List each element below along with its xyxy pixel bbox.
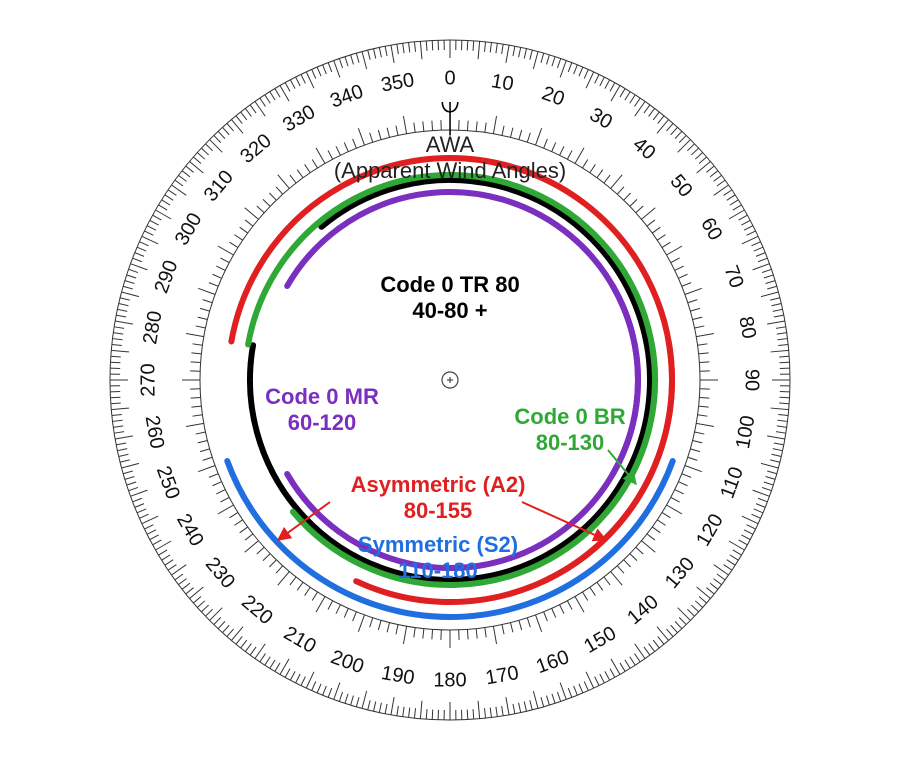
label-sym-l1: Symmetric (S2): [358, 532, 518, 557]
protractor-deg-50: 50: [666, 170, 697, 201]
protractor-deg-260: 260: [141, 414, 168, 451]
title-line1: AWA: [426, 132, 475, 157]
protractor-deg-10: 10: [490, 70, 516, 96]
protractor-deg-150: 150: [580, 622, 620, 658]
protractor-deg-30: 30: [586, 104, 616, 134]
protractor-deg-240: 240: [172, 510, 208, 550]
label-asym-l1: Asymmetric (A2): [351, 472, 526, 497]
protractor-deg-310: 310: [200, 166, 238, 206]
title-line2: (Apparent Wind Angles): [334, 158, 566, 183]
protractor-deg-300: 300: [171, 209, 207, 249]
protractor-deg-180: 180: [433, 669, 466, 691]
protractor-deg-170: 170: [484, 662, 521, 689]
protractor-deg-280: 280: [139, 309, 166, 346]
protractor-deg-70: 70: [719, 263, 747, 291]
protractor-deg-290: 290: [150, 257, 182, 296]
protractor-deg-230: 230: [201, 553, 239, 593]
protractor-deg-210: 210: [280, 622, 320, 658]
protractor-deg-80: 80: [734, 315, 760, 341]
protractor-deg-270: 270: [137, 363, 159, 396]
protractor-deg-40: 40: [628, 133, 659, 164]
protractor-deg-220: 220: [237, 591, 277, 629]
protractor-deg-90: 90: [741, 369, 763, 391]
arc-code0-mr-right: [613, 286, 638, 474]
protractor-deg-250: 250: [152, 463, 184, 502]
label-code0-br-l2: 80-130: [536, 430, 605, 455]
protractor-deg-190: 190: [380, 662, 417, 689]
protractor-deg-0: 0: [444, 67, 455, 89]
label-asym-l2: 80-155: [404, 498, 473, 523]
label-code0-tr-l1: Code 0 TR 80: [380, 272, 519, 297]
protractor-deg-350: 350: [379, 69, 416, 96]
label-code0-tr-l2: 40-80 +: [412, 298, 487, 323]
label-code0-br-l1: Code 0 BR: [514, 404, 625, 429]
label-sym-l2: 110-180: [398, 558, 478, 583]
protractor-deg-130: 130: [661, 553, 699, 593]
awa-diagram: 0 10 20 30 4050 60 70 80 90 100 110 120130140150160…: [0, 0, 900, 760]
protractor-deg-200: 200: [328, 646, 367, 678]
protractor-deg-140: 140: [623, 591, 663, 629]
protractor-deg-330: 330: [279, 101, 319, 137]
protractor-deg-100: 100: [732, 414, 759, 451]
label-code0-mr-l1: Code 0 MR: [265, 384, 379, 409]
protractor-deg-320: 320: [236, 130, 276, 168]
protractor-deg-160: 160: [533, 646, 572, 678]
protractor-deg-120: 120: [692, 510, 728, 550]
protractor-deg-60: 60: [696, 214, 726, 244]
label-code0-mr-l2: 60-120: [288, 410, 357, 435]
protractor-deg-20: 20: [539, 82, 567, 110]
protractor-deg-340: 340: [327, 80, 366, 112]
protractor-deg-110: 110: [716, 464, 748, 501]
